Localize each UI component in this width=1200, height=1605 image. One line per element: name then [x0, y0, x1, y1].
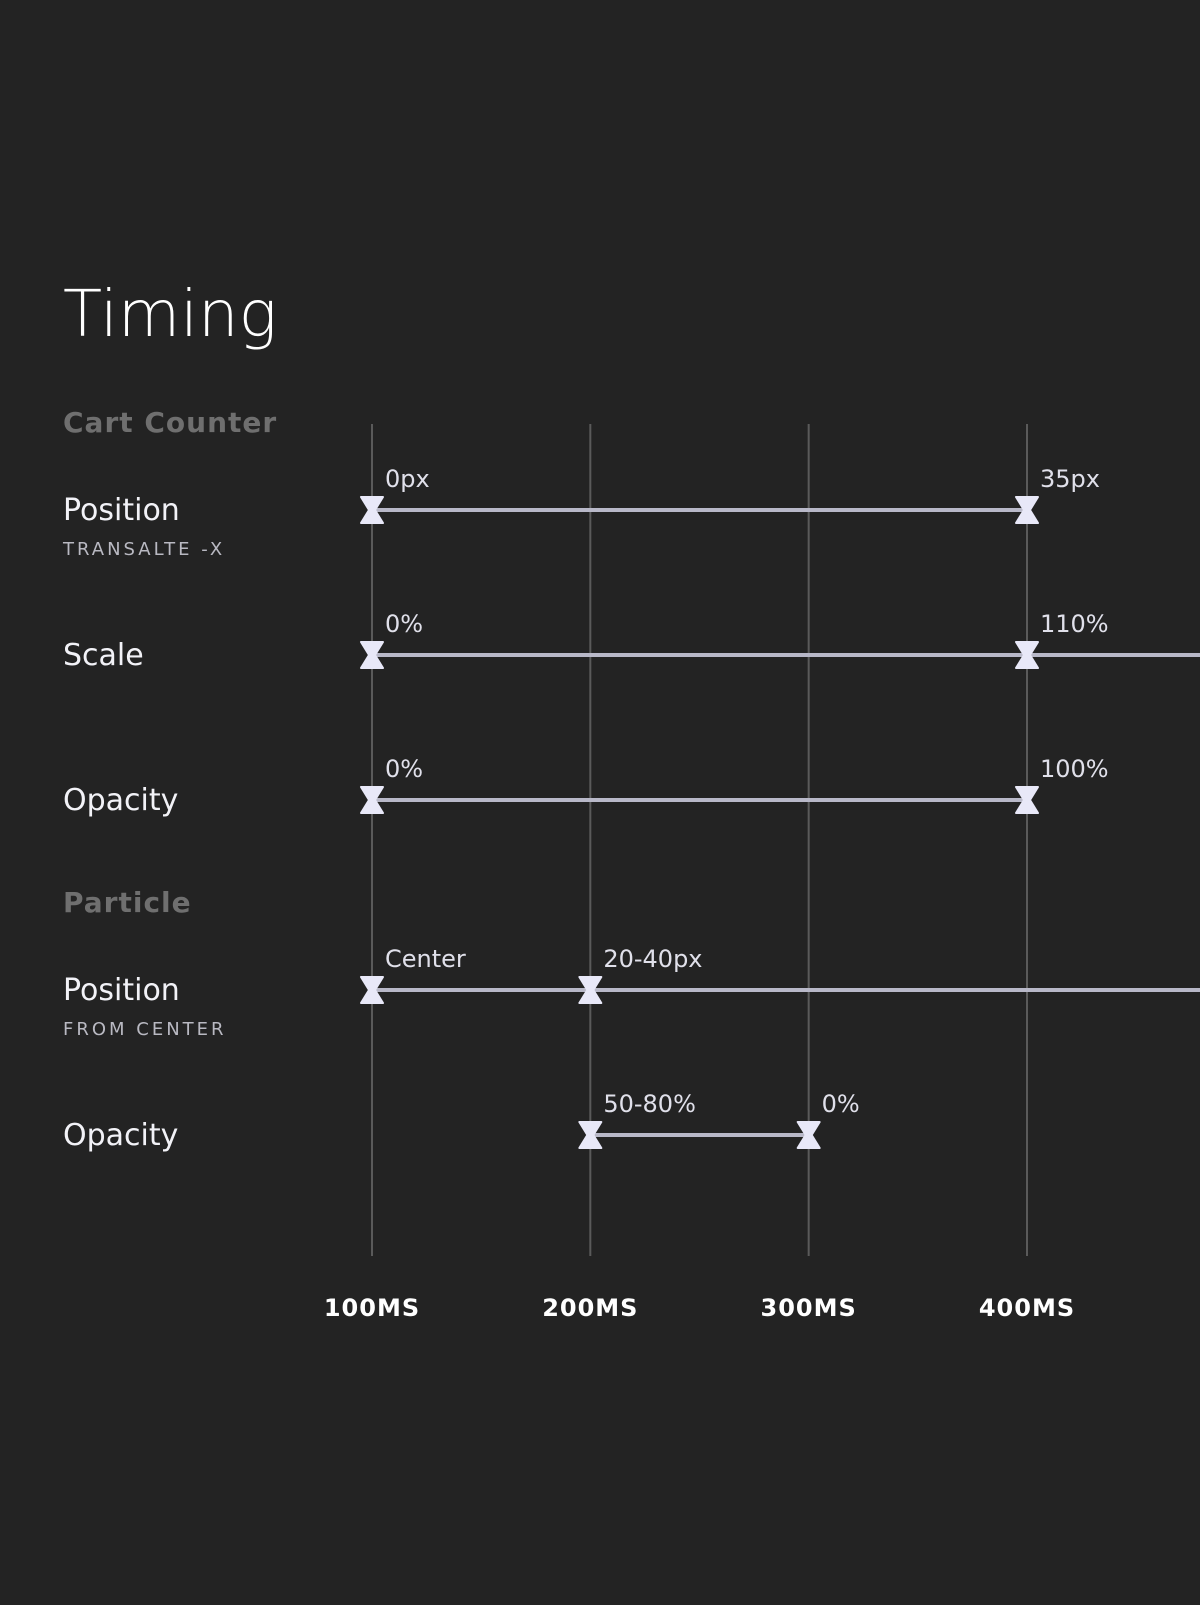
keyframe-marker[interactable] [1015, 641, 1039, 669]
keyframe-label: 0% [822, 1090, 860, 1118]
time-grid [371, 424, 1028, 1256]
tick-label-400: 400MS [979, 1294, 1075, 1322]
timeline-row: Opacity 50-80% 0% [63, 1090, 860, 1153]
row-label: Position [63, 973, 180, 1008]
keyframe-label: 100% [1040, 755, 1109, 783]
row-label: Position [63, 493, 180, 528]
row-sublabel: FROM CENTER [63, 1019, 227, 1040]
row-label: Opacity [63, 783, 178, 818]
section-label: Cart Counter [63, 406, 277, 439]
tick-label-200: 200MS [542, 1294, 638, 1322]
timeline-rows: Cart Counter Position TRANSALTE -X 0px 35px S… [62, 406, 1200, 1153]
keyframe-label: Center [385, 945, 466, 973]
tick-label-100: 100MS [324, 1294, 420, 1322]
timeline-row: Position FROM CENTER Center 20-40px [63, 945, 1200, 1040]
keyframe-marker[interactable] [1015, 496, 1039, 524]
keyframe-marker[interactable] [360, 641, 384, 669]
timeline-row: Position TRANSALTE -X 0px 35px [62, 465, 1100, 560]
keyframe-marker[interactable] [1015, 786, 1039, 814]
keyframe-marker[interactable] [796, 1121, 821, 1149]
section-label: Particle [63, 886, 192, 919]
time-axis: 100MS 200MS 300MS 400MS [324, 1294, 1075, 1322]
keyframe-label: 35px [1040, 465, 1100, 493]
timeline-row: Opacity 0% 100% [63, 755, 1109, 818]
tick-label-300: 300MS [761, 1294, 857, 1322]
keyframe-marker[interactable] [360, 976, 384, 1004]
keyframe-label: 0px [385, 465, 430, 493]
keyframe-label: 20-40px [603, 945, 702, 973]
keyframe-marker[interactable] [360, 496, 384, 524]
keyframe-label: 0% [385, 755, 423, 783]
page-title: Timing [63, 278, 277, 352]
keyframe-marker[interactable] [578, 1121, 603, 1149]
row-label: Scale [63, 638, 144, 673]
keyframe-label: 50-80% [603, 1090, 696, 1118]
keyframe-label: 0% [385, 610, 423, 638]
row-sublabel: TRANSALTE -X [62, 539, 225, 560]
row-label: Opacity [63, 1118, 178, 1153]
keyframe-marker[interactable] [578, 976, 603, 1004]
keyframe-label: 110% [1040, 610, 1109, 638]
keyframe-marker[interactable] [360, 786, 384, 814]
timeline-row: Scale 0% 110% [63, 610, 1200, 673]
